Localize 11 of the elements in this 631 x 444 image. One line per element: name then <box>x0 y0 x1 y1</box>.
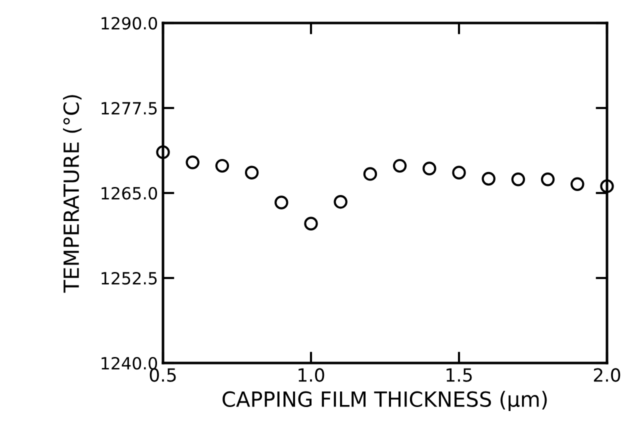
x-tick-label: 1.0 <box>298 368 324 382</box>
y-tick-label: 1277.5 <box>102 102 157 115</box>
y-tick-label: 1290.0 <box>102 16 158 30</box>
x-axis-title: CAPPING FILM THICKNESS (µm) <box>222 390 547 412</box>
y-tick-label: 1240.0 <box>102 356 158 370</box>
x-tick-label: 2.0 <box>594 368 620 382</box>
x-tick-label: 0.5 <box>150 368 176 382</box>
y-tick-label: 1252.5 <box>102 272 157 285</box>
x-tick-label: 1.5 <box>446 368 472 382</box>
y-axis-title: TEMPERATURE (°C) <box>63 95 82 293</box>
y-tick-label: 1265.0 <box>102 186 158 200</box>
